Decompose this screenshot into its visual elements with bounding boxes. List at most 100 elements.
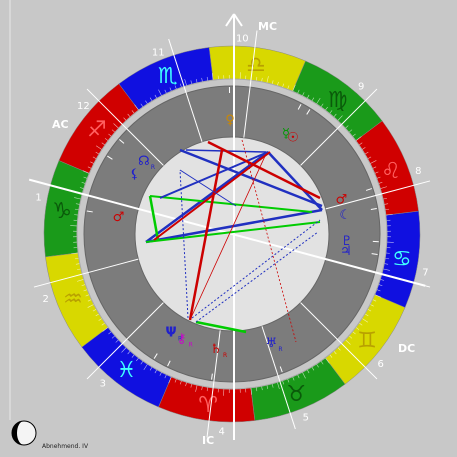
house-number-1: 1 <box>35 192 41 203</box>
degree-tick <box>87 304 95 308</box>
degree-tick <box>136 357 139 362</box>
degree-tick <box>74 257 79 260</box>
planet-tick <box>370 207 377 211</box>
planet-venus-icon: ♀ <box>225 113 235 128</box>
degree-tick <box>115 339 119 343</box>
degree-tick <box>302 371 306 379</box>
degree-tick <box>337 115 343 121</box>
zodiac-glyph-sagittarius: ♐ <box>87 117 107 142</box>
aspect-line <box>195 320 247 334</box>
degree-tick <box>380 279 385 281</box>
degree-tick <box>287 378 290 383</box>
degree-tick <box>201 77 203 82</box>
zodiac-glyph-libra: ♎ <box>246 53 266 78</box>
degree-tick <box>169 87 172 92</box>
degree-tick <box>131 110 135 114</box>
house-cusp-2 <box>33 258 139 288</box>
aspect-line <box>149 195 313 213</box>
degree-tick <box>369 304 374 307</box>
degree-tick <box>380 186 388 189</box>
house-number-5: 5 <box>303 413 309 424</box>
degree-tick <box>385 208 390 211</box>
house-cusp-3 <box>86 302 164 380</box>
degree-tick <box>81 181 86 184</box>
degree-tick <box>75 263 80 265</box>
degree-tick <box>358 322 363 326</box>
degree-tick <box>85 294 90 297</box>
aspect-line <box>145 208 323 244</box>
planet-tick <box>167 360 171 367</box>
retrograde-marker: R <box>223 352 227 359</box>
house-cusp-5 <box>261 326 296 430</box>
degree-tick <box>140 360 144 365</box>
zodiac-inner-border <box>76 78 388 390</box>
house-cusp-8 <box>325 180 431 210</box>
degree-tick <box>108 331 112 335</box>
planet-neptune-icon: Ψ <box>166 326 177 341</box>
degree-tick <box>201 386 203 391</box>
degree-tick <box>320 103 324 108</box>
angle-label-desc: DC <box>398 342 415 355</box>
planet-mars-icon: ♂ <box>113 210 125 225</box>
degree-tick <box>297 374 300 379</box>
degree-tick <box>143 363 148 371</box>
degree-tick <box>385 213 393 216</box>
aspect-line <box>207 140 321 200</box>
angle-label-mc: MC <box>258 20 277 33</box>
degree-tick <box>358 142 363 146</box>
planet-chiron-icon: ⚷ <box>177 331 187 346</box>
aspect-line <box>188 149 224 321</box>
degree-tick <box>325 357 330 364</box>
zodiac-glyph-cancer: ♋ <box>392 247 412 272</box>
degree-tick <box>384 203 389 205</box>
degree-tick <box>83 176 88 179</box>
degree-tick <box>75 203 80 205</box>
degree-tick <box>369 160 377 164</box>
degree-tick <box>367 156 372 160</box>
degree-tick <box>372 166 377 169</box>
degree-tick <box>385 257 390 260</box>
degree-tick <box>74 208 79 211</box>
planet-saturn-icon: ♄ <box>210 342 222 357</box>
degree-tick <box>311 97 315 102</box>
zodiac-glyph-capricorn: ♑ <box>52 199 72 224</box>
house-number-11: 11 <box>152 47 165 58</box>
degree-tick <box>311 366 315 371</box>
moon-phase-icon <box>11 420 37 446</box>
planet-lilith-icon: ⚸ <box>130 167 140 182</box>
retrograde-marker: R <box>189 341 193 348</box>
degree-tick <box>261 386 263 391</box>
degree-tick <box>90 161 95 164</box>
house-number-12: 12 <box>77 101 90 112</box>
aspect-line <box>191 219 321 319</box>
aspect-line <box>148 195 160 241</box>
degree-tick <box>127 350 131 355</box>
degree-tick <box>277 382 280 390</box>
planet-tick <box>211 373 213 380</box>
degree-tick <box>131 354 135 358</box>
degree-tick <box>154 94 158 99</box>
degree-tick <box>292 84 296 92</box>
degree-tick <box>378 181 383 184</box>
degree-tick <box>266 76 269 84</box>
degree-tick <box>333 350 337 355</box>
degree-tick <box>77 268 82 271</box>
angle-label-asc: AC <box>52 118 69 131</box>
degree-tick <box>297 89 300 94</box>
degree-tick <box>174 378 177 383</box>
degree-tick <box>384 263 389 265</box>
house-cusp-11 <box>168 38 203 142</box>
degree-tick <box>195 384 198 392</box>
house-cusp-4 <box>206 330 221 438</box>
degree-tick <box>367 308 372 312</box>
degree-tick <box>382 197 387 200</box>
degree-tick <box>266 384 269 389</box>
zodiac-glyph-leo: ♌ <box>381 159 401 184</box>
planet-tick <box>365 188 372 191</box>
planet-pluto-icon: ♇ <box>341 234 353 249</box>
degree-tick <box>82 170 90 174</box>
degree-tick <box>83 289 88 292</box>
moon-phase-label: Abnehmend. IV <box>42 443 89 450</box>
planet-tick <box>153 353 158 359</box>
degree-tick <box>159 371 162 376</box>
